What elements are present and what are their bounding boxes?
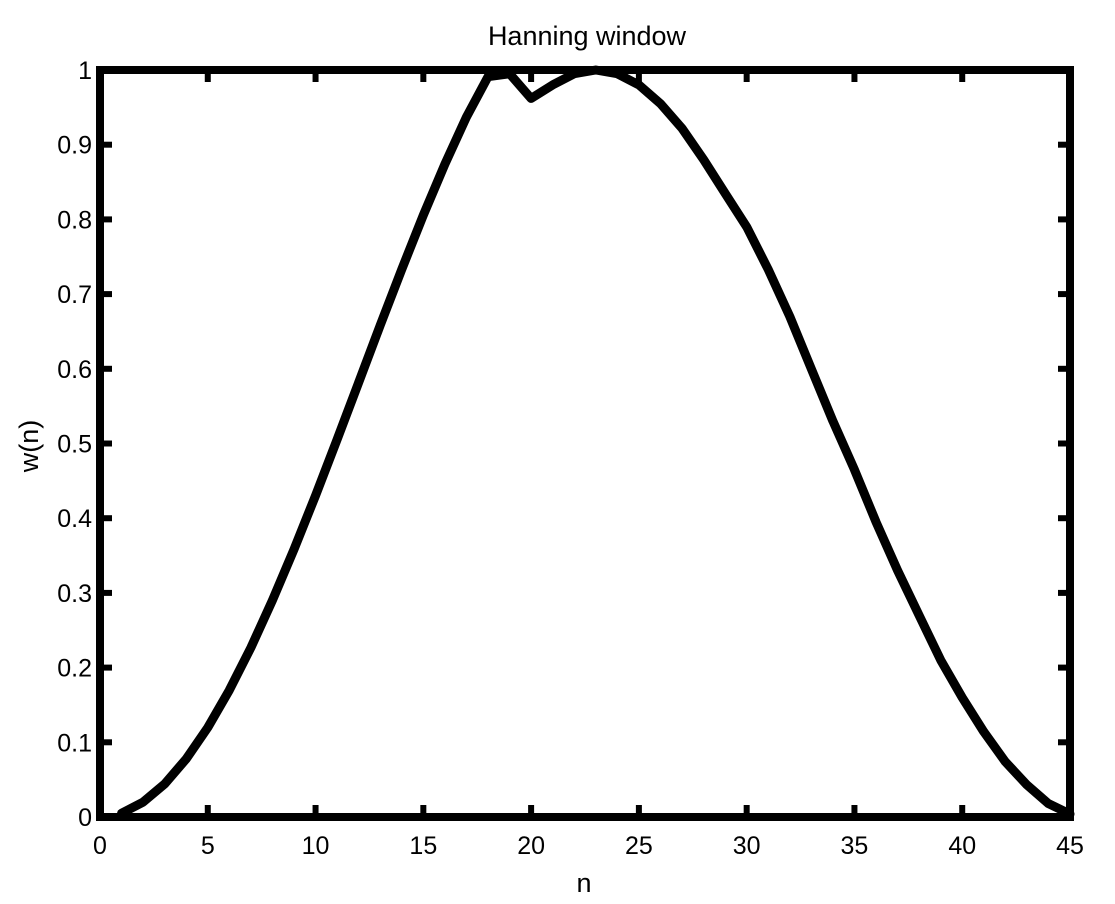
plot-area <box>96 65 1075 821</box>
y-tick-label: 0.9 <box>57 132 92 160</box>
x-tick-label: 5 <box>201 832 215 860</box>
y-tick-label: 0.6 <box>57 356 92 384</box>
y-tick-label: 0.4 <box>57 505 92 533</box>
y-tick-label: 0.2 <box>57 655 92 683</box>
y-tick-label: 0.7 <box>57 281 92 309</box>
y-tick-label: 0 <box>78 804 92 832</box>
x-tick-label: 30 <box>733 832 761 860</box>
x-tick-label: 20 <box>517 832 545 860</box>
y-tick-label: 0.3 <box>57 580 92 608</box>
chart-title: Hanning window <box>488 21 687 51</box>
y-axis: 0 0.1 0.2 0.3 0.4 0.5 0.6 0.7 0.8 0.9 1 <box>57 57 1070 832</box>
x-tick-label: 10 <box>302 832 330 860</box>
x-tick-label: 45 <box>1056 832 1084 860</box>
series-line-0 <box>117 65 1075 819</box>
y-tick-label: 0.1 <box>57 729 92 757</box>
plot-frame <box>96 66 1074 821</box>
x-tick-label: 25 <box>625 832 653 860</box>
x-axis-label: n <box>576 868 591 898</box>
y-tick-label: 0.5 <box>57 431 92 459</box>
x-axis: 0 5 10 15 20 25 30 35 40 45 <box>93 70 1084 860</box>
x-tick-label: 35 <box>841 832 869 860</box>
y-tick-label: 1 <box>78 57 92 85</box>
x-tick-label: 0 <box>93 832 107 860</box>
x-tick-label: 15 <box>409 832 437 860</box>
x-tick-label: 40 <box>948 832 976 860</box>
y-axis-label: w(n) <box>14 420 44 474</box>
y-tick-label: 0.8 <box>57 206 92 234</box>
